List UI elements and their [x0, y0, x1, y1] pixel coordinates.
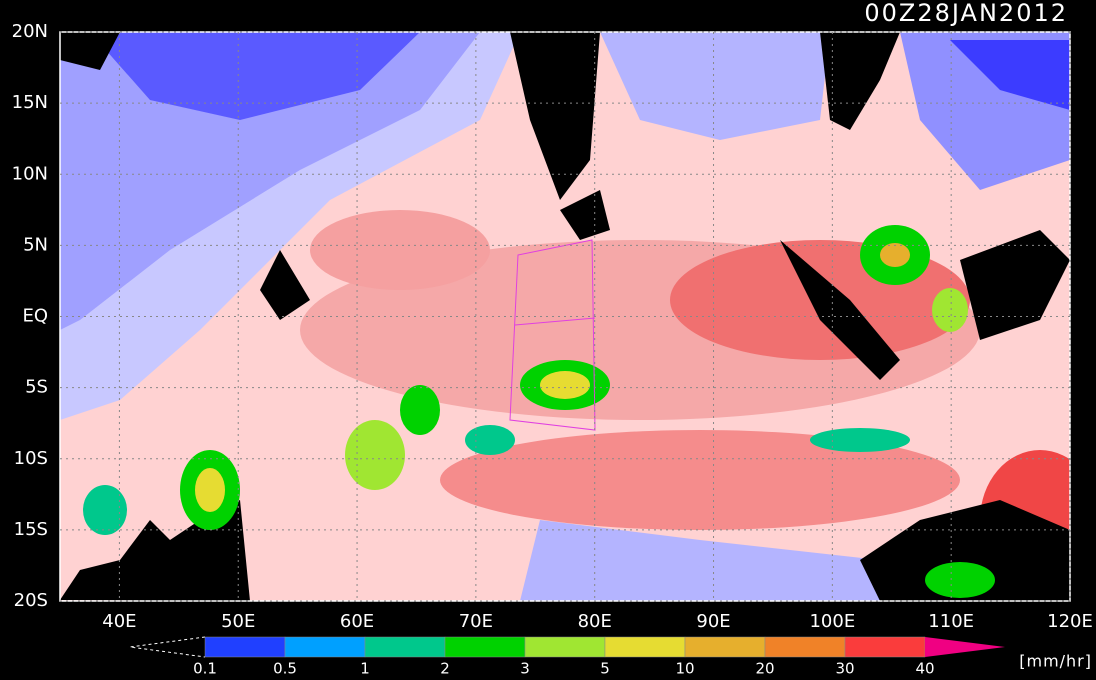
lat-label: 5N [23, 234, 48, 255]
lon-label: 40E [102, 611, 136, 632]
unit-label: [mm/hr] [1019, 652, 1092, 671]
over-triangle [925, 637, 1005, 657]
colorbar-box [284, 636, 366, 658]
lon-label: 70E [459, 611, 493, 632]
colorbar-label: 10 [675, 660, 694, 678]
colorbar-box [204, 636, 286, 658]
lon-label: 90E [696, 611, 730, 632]
colorbar-box [524, 636, 606, 658]
lon-label: 120E [1047, 611, 1093, 632]
colorbar-box [684, 636, 766, 658]
precip-field [60, 32, 1070, 601]
lat-label: 15S [14, 519, 48, 540]
title: 00Z28JAN2012 [864, 0, 1068, 27]
lat-label: EQ [22, 306, 48, 327]
colorbar-label: 2 [440, 660, 450, 678]
colorbar-label: 20 [755, 660, 774, 678]
lat-label: 5S [25, 377, 48, 398]
lon-label: 110E [928, 611, 974, 632]
colorbar-label: 5 [600, 660, 610, 678]
lon-label: 50E [221, 611, 255, 632]
under-triangle [129, 636, 206, 658]
lat-label: 10N [12, 163, 48, 184]
lat-label: 10S [14, 448, 48, 469]
colorbar-box [844, 636, 926, 658]
colorbar-label: 0.5 [273, 660, 297, 678]
colorbar: 0.1 0.5 1 2 3 5 10 20 30 40 [mm/hr] [129, 636, 1092, 678]
colorbar-box [764, 636, 846, 658]
colorbar-label: 3 [520, 660, 530, 678]
colorbar-box [444, 636, 526, 658]
lon-label: 100E [809, 611, 855, 632]
colorbar-box [364, 636, 446, 658]
lat-label: 20S [14, 590, 48, 611]
colorbar-label: 1 [360, 660, 370, 678]
lat-label: 15N [12, 92, 48, 113]
colorbar-label: 30 [835, 660, 854, 678]
colorbar-box [604, 636, 686, 658]
graticule: 20N 15N 10N 5N EQ 5S 10S 15S 20S 40E 50E 60E 70E 80E 9… [12, 21, 1093, 632]
lon-label: 80E [578, 611, 612, 632]
lon-label: 60E [340, 611, 374, 632]
colorbar-label: 0.1 [193, 660, 217, 678]
colorbar-label: 40 [915, 660, 934, 678]
lat-label: 20N [12, 21, 48, 42]
